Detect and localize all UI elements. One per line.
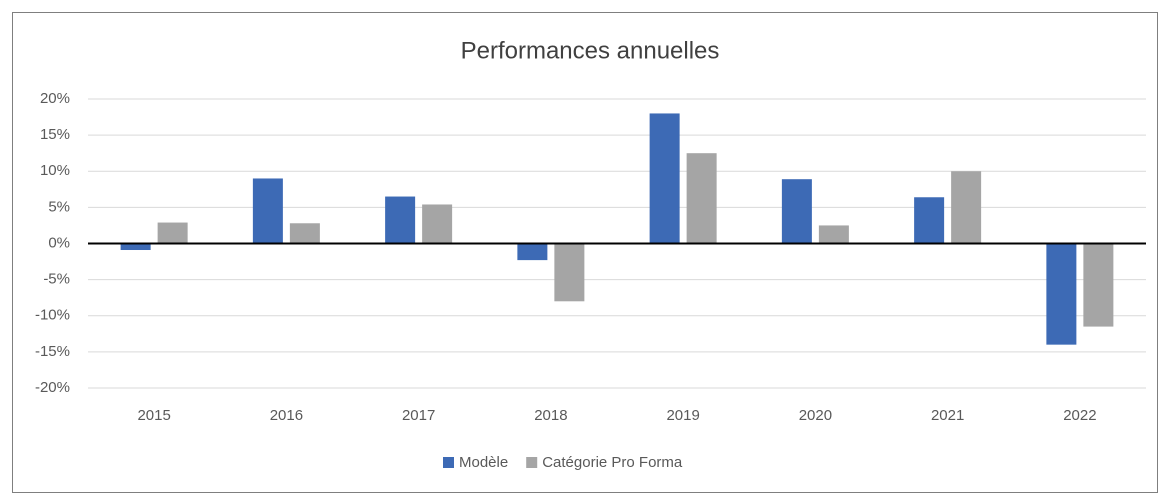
bar — [1046, 243, 1077, 345]
chart-title: Performances annuelles — [461, 37, 720, 64]
legend-swatch — [443, 457, 454, 468]
y-tick-label: 10% — [40, 162, 70, 179]
y-tick-label: 15% — [40, 126, 70, 143]
bar — [914, 197, 945, 244]
legend-label: Modèle — [459, 454, 508, 471]
x-tick-label: 2016 — [270, 407, 303, 424]
bar — [385, 196, 416, 244]
chart-frame — [12, 12, 1158, 493]
bar — [289, 223, 320, 244]
bar — [120, 243, 151, 251]
x-tick-label: 2020 — [799, 407, 832, 424]
bar — [554, 243, 585, 302]
bar — [517, 243, 548, 261]
y-tick-label: 5% — [48, 198, 70, 215]
bar — [252, 178, 283, 244]
x-tick-label: 2015 — [137, 407, 170, 424]
bar — [1083, 243, 1114, 327]
y-tick-label: -5% — [43, 271, 70, 288]
x-tick-label: 2021 — [931, 407, 964, 424]
bar — [951, 171, 982, 244]
x-tick-label: 2017 — [402, 407, 435, 424]
y-tick-label: -10% — [35, 307, 70, 324]
y-tick-label: -20% — [35, 379, 70, 396]
bar — [686, 153, 717, 244]
bar — [781, 179, 812, 244]
bar — [157, 222, 188, 244]
bar — [649, 113, 680, 244]
x-tick-label: 2018 — [534, 407, 567, 424]
x-tick-label: 2022 — [1063, 407, 1096, 424]
legend-swatch — [526, 457, 538, 468]
x-tick-label: 2019 — [666, 407, 699, 424]
bar — [818, 225, 849, 244]
y-tick-label: 0% — [48, 234, 70, 251]
bar — [422, 204, 453, 244]
legend-label: Catégorie Pro Forma — [542, 454, 683, 471]
y-tick-label: -15% — [35, 343, 70, 360]
y-tick-label: 20% — [40, 90, 70, 107]
